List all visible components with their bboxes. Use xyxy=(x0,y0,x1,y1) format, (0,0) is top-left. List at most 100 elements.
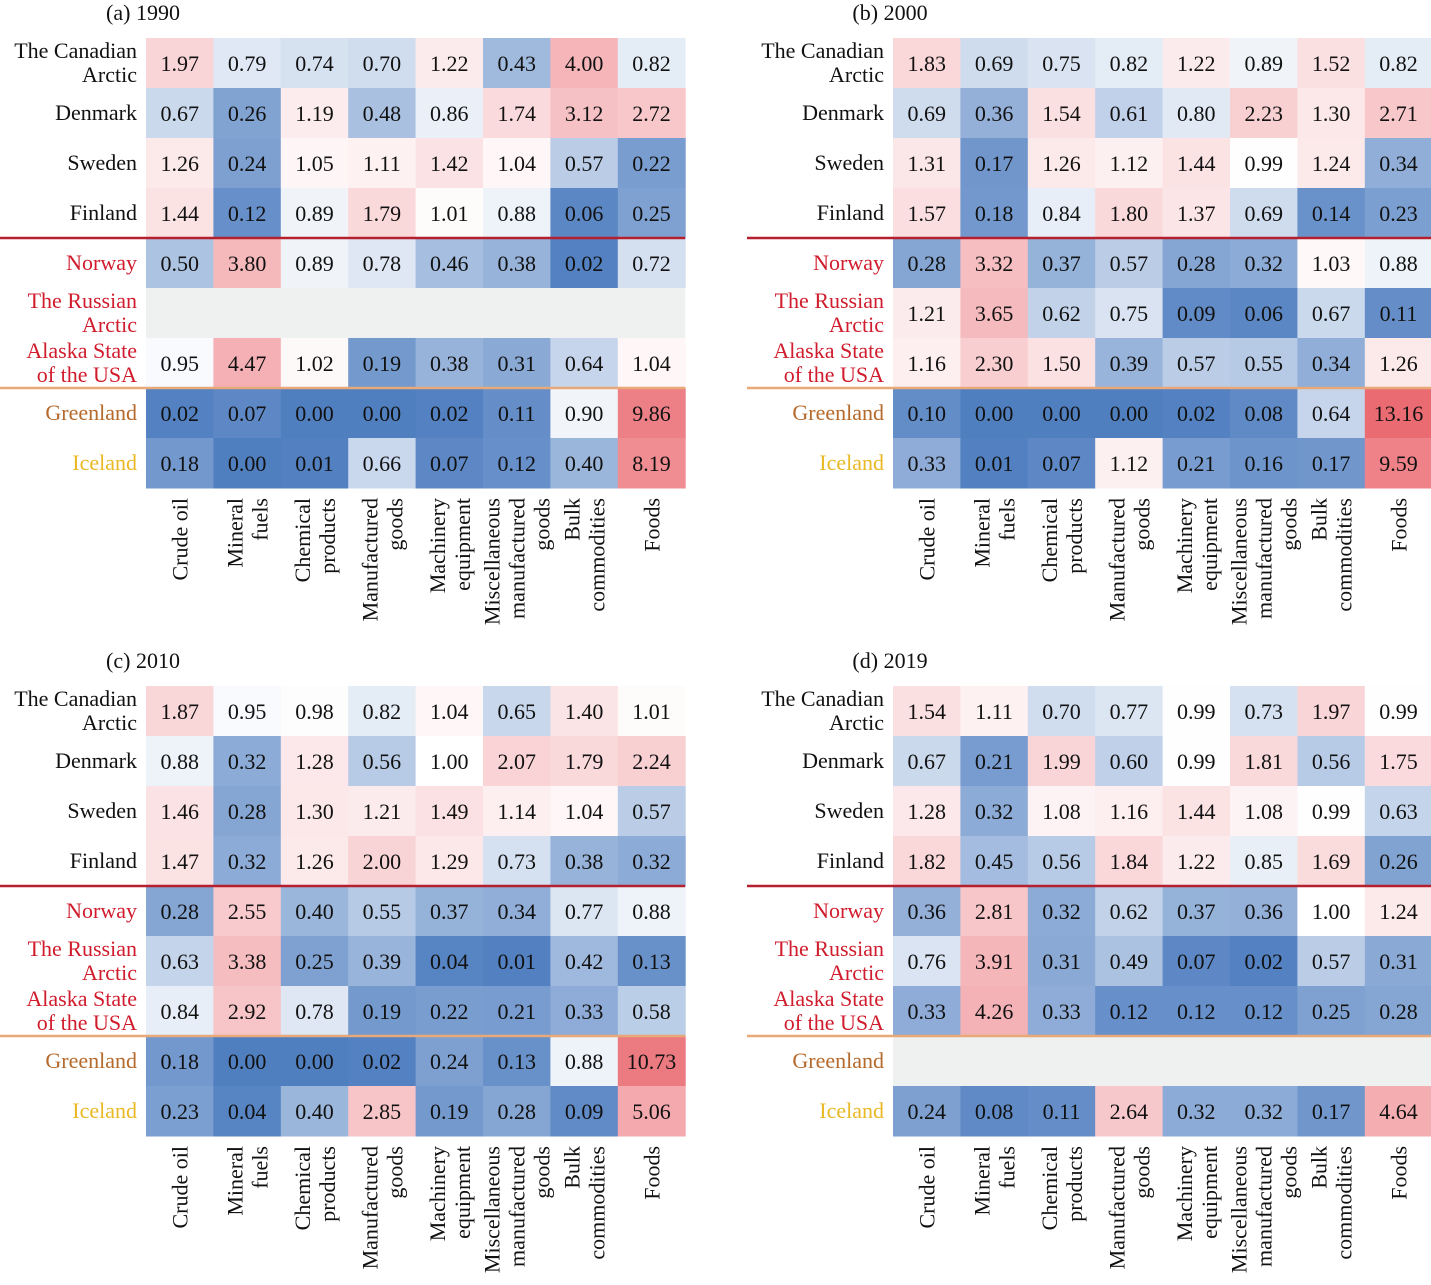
cell-value-label: 3.65 xyxy=(975,301,1014,326)
heatmap-cell xyxy=(1230,438,1298,489)
column-label: equipment xyxy=(1197,1146,1222,1239)
cell-value-label: 0.07 xyxy=(228,401,267,426)
heatmap-cell xyxy=(483,1036,551,1087)
heatmap-cell xyxy=(213,188,282,239)
cell-value-label: 9.86 xyxy=(632,401,671,426)
heatmap-cell xyxy=(550,338,619,389)
heatmap-cell xyxy=(617,786,686,837)
cell-value-label: 1.26 xyxy=(160,151,199,176)
heatmap-cell xyxy=(348,388,417,439)
heatmap-cell xyxy=(1162,338,1231,389)
heatmap-cell xyxy=(1364,238,1431,289)
heatmap-cell xyxy=(1027,138,1096,189)
cell-value-label: 0.56 xyxy=(1312,749,1351,774)
cell-value-label: 0.79 xyxy=(228,51,267,76)
cell-value-label: 1.16 xyxy=(1110,799,1149,824)
cell-value-label: 0.64 xyxy=(565,351,604,376)
cell-value-label: 0.73 xyxy=(497,849,536,874)
heatmap-cell xyxy=(960,986,1029,1037)
cell-value-label: 0.55 xyxy=(1244,351,1283,376)
heatmap-cell xyxy=(1364,438,1431,489)
cell-value-label: 0.77 xyxy=(1110,699,1149,724)
cell-value-label: 0.50 xyxy=(160,251,199,276)
cell-value-label: 1.11 xyxy=(975,699,1013,724)
cell-value-label: 2.55 xyxy=(228,899,267,924)
row-label: Greenland xyxy=(45,400,137,425)
heatmap-cell xyxy=(280,786,349,837)
column-label: Manufactured xyxy=(1104,498,1129,621)
cell-value-label: 0.22 xyxy=(632,151,671,176)
cell-value-label: 10.73 xyxy=(627,1049,677,1074)
row-label: Denmark xyxy=(55,100,137,125)
heatmap-cell xyxy=(1230,188,1298,239)
cell-value-label: 1.19 xyxy=(295,101,334,126)
row-label: Sweden xyxy=(814,150,884,175)
cell-value-label: 3.32 xyxy=(975,251,1014,276)
cell-value-label: 0.32 xyxy=(975,799,1014,824)
heatmap-cell xyxy=(280,388,349,439)
cell-value-label: 1.30 xyxy=(295,799,334,824)
column-label: Miscellaneous xyxy=(1227,498,1252,625)
column-label: Crude oil xyxy=(915,498,940,581)
heatmap-cell xyxy=(960,1086,1029,1137)
row-label: The Canadian xyxy=(14,38,137,63)
column-label: Bulk xyxy=(1307,498,1332,541)
cell-value-label: 0.04 xyxy=(430,949,469,974)
row-label: Denmark xyxy=(802,748,884,773)
cell-value-label: 0.08 xyxy=(1244,401,1283,426)
cell-value-label: 0.24 xyxy=(228,151,267,176)
panel-title: (b) 2000 xyxy=(852,0,927,25)
heatmap-cell xyxy=(1095,886,1164,937)
heatmap-cell xyxy=(1230,288,1298,339)
cell-value-label: 1.26 xyxy=(295,849,334,874)
heatmap-cell xyxy=(280,986,349,1037)
cell-value-label: 0.17 xyxy=(975,151,1014,176)
heatmap-cell xyxy=(348,1086,417,1137)
heatmap-cell xyxy=(1095,88,1164,139)
column-label: Mineral xyxy=(970,1146,995,1216)
heatmap-cell xyxy=(483,736,551,787)
cell-value-label: 0.33 xyxy=(907,999,946,1024)
row-label: of the USA xyxy=(37,362,137,387)
cell-value-label: 0.22 xyxy=(430,999,469,1024)
heatmap-cell xyxy=(483,338,551,389)
heatmap-cell xyxy=(213,88,282,139)
cell-value-label: 0.45 xyxy=(975,849,1014,874)
cell-value-label: 0.61 xyxy=(1110,101,1149,126)
heatmap-cell xyxy=(893,388,961,439)
column-label: fuels xyxy=(995,498,1020,541)
cell-value-label: 0.10 xyxy=(907,401,946,426)
column-label: commodities xyxy=(1332,1146,1357,1260)
cell-value-label: 0.86 xyxy=(430,101,469,126)
heatmap-cell xyxy=(617,836,686,887)
cell-value-label: 1.30 xyxy=(1312,101,1351,126)
heatmap-cell xyxy=(213,986,282,1037)
row-label: Finland xyxy=(817,200,884,225)
cell-value-label: 2.07 xyxy=(497,749,536,774)
heatmap-cell xyxy=(146,188,214,239)
cell-value-label: 0.38 xyxy=(497,251,536,276)
cell-value-label: 0.82 xyxy=(363,699,402,724)
heatmap-cell xyxy=(550,736,619,787)
cell-value-label: 0.88 xyxy=(632,899,671,924)
row-label: Arctic xyxy=(829,62,884,87)
heatmap-cell xyxy=(1230,686,1298,737)
column-label: fuels xyxy=(248,1146,273,1189)
heatmap-cell xyxy=(483,38,551,89)
cell-value-label: 0.34 xyxy=(1379,151,1418,176)
cell-value-label: 1.00 xyxy=(430,749,469,774)
heatmap-cell xyxy=(1230,736,1298,787)
heatmap-cell xyxy=(1297,38,1366,89)
cell-value-label: 1.12 xyxy=(1110,151,1149,176)
heatmap-cell xyxy=(483,138,551,189)
cell-value-label: 0.02 xyxy=(160,401,199,426)
heatmap-cell xyxy=(483,238,551,289)
row-label: The Russian xyxy=(28,936,137,961)
cell-value-label: 0.78 xyxy=(295,999,334,1024)
heatmap-cell xyxy=(1027,1086,1096,1137)
cell-value-label: 0.43 xyxy=(497,51,536,76)
heatmap-cell xyxy=(617,338,686,389)
heatmap-cell xyxy=(146,936,214,987)
cell-value-label: 1.52 xyxy=(1312,51,1351,76)
